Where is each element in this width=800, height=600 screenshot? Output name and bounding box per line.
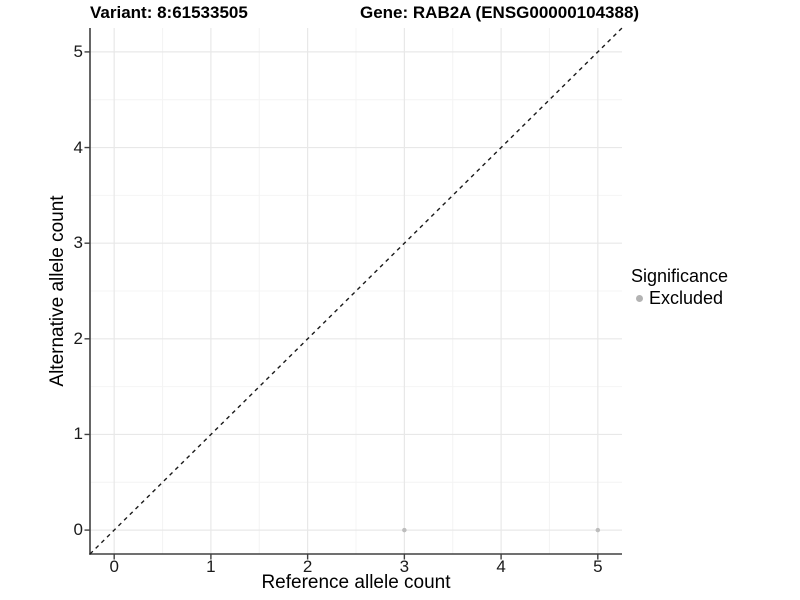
y-tick-label: 2 [73, 328, 83, 348]
x-axis-label: Reference allele count [261, 572, 451, 593]
y-tick-label: 0 [73, 520, 83, 540]
legend-title: Significance [631, 266, 729, 286]
y-tick-label: 5 [73, 41, 83, 61]
x-tick-label: 0 [109, 557, 119, 576]
legend-item-label: Excluded [649, 288, 724, 308]
y-tick-label: 4 [73, 137, 83, 157]
plot-title-variant: Variant: 8:61533505 [90, 3, 248, 22]
legend-point-icon [636, 295, 643, 302]
x-tick-label: 3 [399, 557, 410, 576]
y-tick-label: 3 [73, 233, 83, 253]
data-point [402, 527, 407, 533]
legend: Significance Excluded [631, 266, 728, 309]
x-tick-label: 2 [302, 557, 313, 576]
x-tick-label: 1 [206, 557, 216, 576]
legend-item-excluded: Excluded [631, 288, 728, 309]
y-axis-label: Alternative allele count [47, 195, 68, 387]
y-tick-label: 1 [73, 424, 83, 444]
x-tick-label: 4 [496, 557, 506, 576]
data-point [595, 527, 601, 533]
x-tick-label: 5 [593, 557, 603, 576]
plot-title-gene: Gene: RAB2A (ENSG00000104388) [360, 3, 640, 22]
